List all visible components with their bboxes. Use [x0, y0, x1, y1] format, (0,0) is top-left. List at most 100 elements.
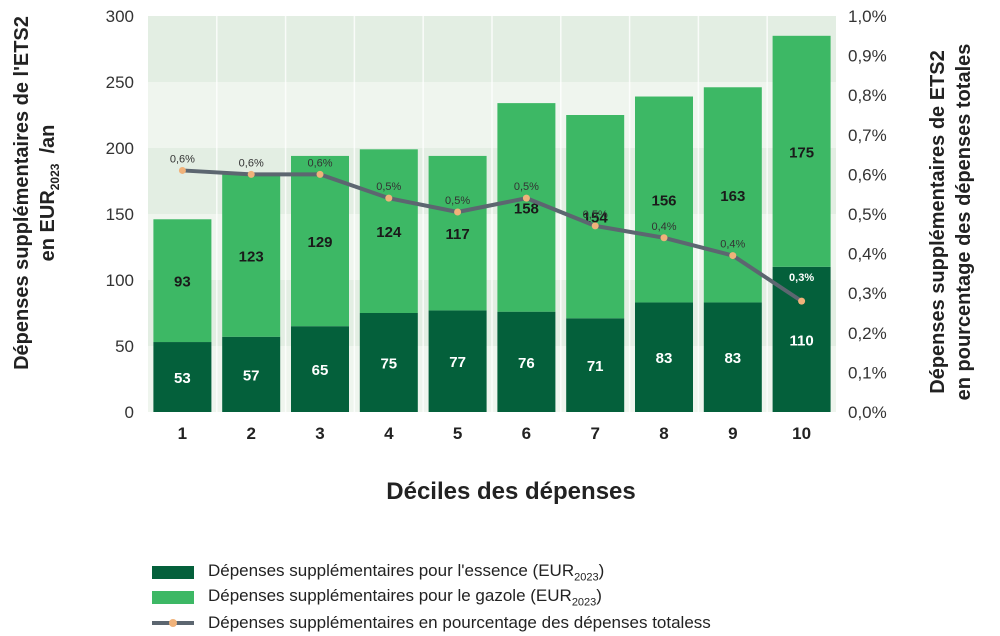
percentage-label: 0,6%	[170, 153, 195, 165]
bar-essence	[497, 311, 556, 412]
data-label-gazole: 175	[789, 144, 814, 161]
y-left-tick-label: 50	[115, 337, 134, 356]
x-tick-label: 3	[315, 424, 324, 443]
data-label-gazole: 129	[307, 234, 332, 251]
bar-essence	[635, 302, 693, 412]
legend-label-gazole: Dépenses supplémentaires pour le gazole …	[208, 586, 602, 609]
bar-essence	[291, 326, 349, 412]
x-tick-label: 8	[659, 424, 668, 443]
y-right-tick-label: 0,5%	[848, 205, 887, 224]
data-label-essence: 53	[174, 370, 191, 387]
y-right-tick-label: 0,2%	[848, 324, 887, 343]
percentage-marker	[591, 222, 599, 230]
data-label-gazole: 124	[376, 224, 402, 241]
bar-gazole	[153, 219, 212, 343]
bar-essence	[772, 266, 831, 412]
bar-gazole	[222, 174, 281, 337]
x-tick-label: 6	[522, 424, 531, 443]
bar-gazole	[772, 35, 831, 267]
percentage-marker	[729, 252, 737, 260]
y-right-tick-label: 1,0%	[848, 7, 887, 26]
x-tick-label: 2	[246, 424, 255, 443]
legend-item-percentage: Dépenses supplémentaires en pourcentage …	[152, 610, 711, 635]
legend-item-essence: Dépenses supplémentaires pour l'essence …	[152, 560, 711, 585]
percentage-marker	[522, 194, 530, 202]
legend: Dépenses supplémentaires pour l'essence …	[152, 560, 711, 635]
data-label-essence: 76	[518, 355, 535, 372]
bar-gazole	[635, 96, 693, 303]
y-right-title-line1: Dépenses supplémentaires de ETS2	[927, 50, 949, 393]
y-left-tick-label: 100	[106, 271, 134, 290]
y-left-tick-label: 250	[106, 73, 134, 92]
bar-essence	[222, 336, 281, 412]
y-right-axis-title: Dépenses supplémentaires de ETS2 en pourc…	[927, 44, 975, 401]
y-left-title-line1: Dépenses supplémentaires de l'ETS2	[11, 16, 33, 370]
legend-label-essence: Dépenses supplémentaires pour l'essence …	[208, 561, 605, 584]
legend-swatch-percentage	[152, 616, 194, 629]
data-label-essence: 77	[449, 354, 466, 371]
bar-essence	[359, 313, 418, 412]
percentage-marker	[178, 166, 186, 174]
data-label-gazole: 93	[174, 274, 191, 291]
bar-essence	[428, 310, 487, 412]
data-label-essence: 71	[587, 358, 604, 375]
data-label-essence: 110	[789, 332, 813, 349]
data-label-gazole: 123	[239, 249, 264, 266]
legend-swatch-gazole	[152, 591, 194, 604]
y-left-title-line2: en EUR2023/an	[37, 125, 62, 262]
percentage-marker	[660, 234, 668, 242]
y-right-tick-label: 0,9%	[848, 47, 887, 66]
y-right-tick-label: 0,6%	[848, 165, 887, 184]
percentage-label: 0,5%	[514, 181, 539, 193]
data-label-essence: 75	[380, 356, 397, 373]
x-tick-label: 1	[178, 424, 187, 443]
percentage-label: 0,5%	[376, 181, 401, 193]
bar-essence	[566, 318, 625, 412]
percentage-marker	[798, 297, 806, 305]
percentage-marker	[385, 194, 393, 202]
bar-gazole	[359, 149, 418, 313]
bar-essence	[703, 302, 762, 412]
percentage-label: 0,4%	[720, 239, 745, 251]
data-label-gazole: 156	[651, 192, 676, 209]
y-right-title-line2: en pourcentage des dépenses totales	[953, 44, 975, 401]
percentage-label: 0,6%	[307, 157, 332, 169]
y-left-axis-title: Dépenses supplémentaires de l'ETS2 en EUR…	[11, 16, 62, 370]
data-label-essence: 65	[312, 362, 329, 379]
percentage-label: 0,5%	[445, 195, 470, 207]
y-left-tick-label: 0	[125, 403, 134, 422]
bar-essence	[153, 342, 212, 412]
y-right-tick-label: 0,4%	[848, 245, 887, 264]
percentage-marker	[316, 170, 324, 178]
y-right-tick-label: 0,1%	[848, 363, 887, 382]
legend-swatch-essence	[152, 566, 194, 579]
y-right-tick-label: 0,0%	[848, 403, 887, 422]
data-label-essence: 83	[656, 350, 673, 367]
chart: 0 50 100 150 200 250 300 0,0% 0,1% 0,2% 0,3% 0,4% 0,…	[11, 7, 975, 505]
y-left-tick-label: 300	[106, 7, 134, 26]
data-label-gazole: 163	[720, 188, 745, 205]
y-left-tick-label: 200	[106, 139, 134, 158]
data-label-essence: 83	[724, 350, 741, 367]
bar-gazole	[291, 155, 349, 327]
bar-gazole	[428, 155, 487, 311]
percentage-label: 0,6%	[239, 157, 264, 169]
percentage-label: 0,4%	[651, 221, 676, 233]
x-axis-title: Déciles des dépenses	[386, 478, 635, 505]
percentage-marker	[247, 170, 255, 178]
percentage-label: 0,5%	[583, 209, 608, 221]
x-tick-label: 4	[384, 424, 394, 443]
data-label-gazole: 117	[445, 226, 469, 243]
percentage-label: 0,3%	[789, 272, 814, 284]
percentage-line	[180, 168, 804, 304]
x-tick-label: 5	[453, 424, 462, 443]
y-right-tick-label: 0,8%	[848, 86, 887, 105]
y-right-tick-label: 0,3%	[848, 284, 887, 303]
y-right-tick-label: 0,7%	[848, 126, 887, 145]
x-tick-label: 9	[728, 424, 737, 443]
data-label-essence: 57	[243, 367, 260, 384]
legend-item-gazole: Dépenses supplémentaires pour le gazole …	[152, 585, 711, 610]
y-left-tick-label: 150	[106, 205, 134, 224]
data-label-gazole: 158	[514, 200, 539, 217]
x-tick-label: 10	[792, 424, 811, 443]
